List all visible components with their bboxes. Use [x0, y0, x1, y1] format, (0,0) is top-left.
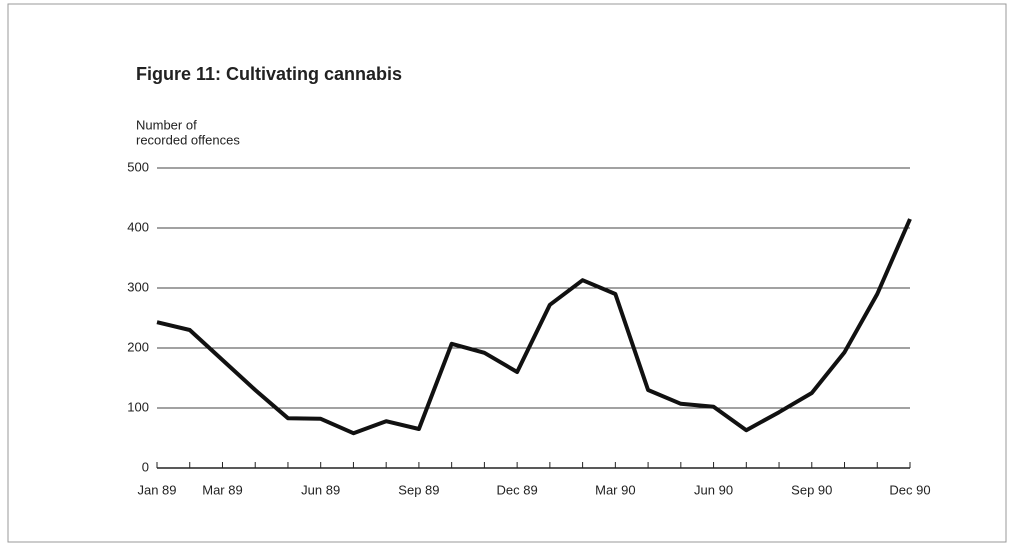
y-tick-label: 100 [127, 399, 149, 414]
x-tick-label: Mar 90 [595, 482, 635, 497]
y-axis-label: recorded offences [136, 132, 240, 147]
frame [7, 3, 1007, 543]
x-tick-label: Jun 89 [301, 482, 340, 497]
x-tick-label: Sep 90 [791, 482, 832, 497]
y-tick-label: 400 [127, 219, 149, 234]
y-tick-label: 200 [127, 339, 149, 354]
x-tick-label: Mar 89 [202, 482, 242, 497]
chart-title: Figure 11: Cultivating cannabis [136, 64, 402, 84]
x-tick-label: Sep 89 [398, 482, 439, 497]
x-tick-label: Jun 90 [694, 482, 733, 497]
y-tick-label: 300 [127, 279, 149, 294]
y-axis-label: Number of [136, 117, 197, 132]
x-tick-label: Dec 89 [497, 482, 538, 497]
x-tick-label: Jan 89 [137, 482, 176, 497]
y-tick-label: 0 [142, 459, 149, 474]
y-tick-label: 500 [127, 159, 149, 174]
data-line [156, 218, 912, 436]
x-tick-label: Dec 90 [889, 482, 930, 497]
